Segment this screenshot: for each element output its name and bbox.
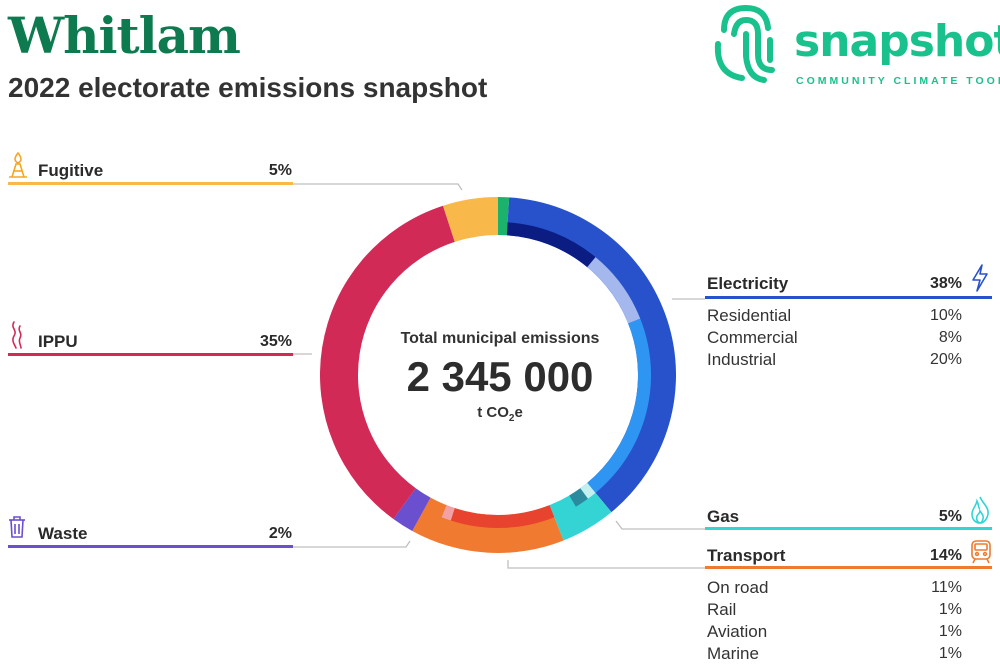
subcategory-label-industrial: Industrial <box>707 350 776 369</box>
donut-subslice-industrial <box>587 318 651 493</box>
category-percent-gas: 5% <box>938 508 962 525</box>
leader-line-transport <box>507 560 705 569</box>
subcategory-label-rail: Rail <box>707 600 737 619</box>
donut-subslice-commercial <box>587 257 641 324</box>
subcategory-percent-commercial: 8% <box>938 329 962 346</box>
category-percent-electricity: 38% <box>929 275 962 292</box>
oil-rig-icon <box>9 152 27 178</box>
donut-slice-waste <box>393 488 431 531</box>
donut-subslice-gas-b <box>569 488 588 507</box>
donut-slice-agriculture <box>498 197 510 236</box>
lightning-bolt-icon <box>972 264 988 292</box>
category-label-waste: Waste <box>38 524 88 543</box>
leader-line-gas <box>615 520 705 530</box>
category-bar-gas <box>705 527 992 530</box>
leader-line-waste <box>292 540 411 548</box>
train-icon <box>971 540 991 564</box>
category-label-gas: Gas <box>707 507 740 526</box>
fingerprint-logo-icon <box>714 4 775 83</box>
category-bar-fugitive <box>8 182 293 185</box>
leader-line-fugitive <box>292 183 463 191</box>
category-percent-waste: 2% <box>268 525 292 542</box>
subcategory-label-aviation: Aviation <box>707 622 768 641</box>
page-subtitle: 2022 electorate emissions snapshot <box>8 72 488 103</box>
logo-tagline: COMMUNITY CLIMATE TOOL <box>796 75 1000 87</box>
emissions-unit: t CO2e <box>477 404 523 424</box>
donut-subslice-rail <box>441 505 455 521</box>
category-label-transport: Transport <box>707 546 786 565</box>
subcategory-percent-residential: 10% <box>929 307 962 324</box>
category-percent-transport: 14% <box>929 547 962 564</box>
category-percent-ippu: 35% <box>259 333 292 350</box>
category-bar-electricity <box>705 296 992 299</box>
trash-bin-icon <box>9 516 25 538</box>
subcategory-percent-industrial: 20% <box>929 351 962 368</box>
category-bar-transport <box>705 566 992 569</box>
donut-slice-fugitive <box>442 197 498 242</box>
subcategory-percent-marine: 1% <box>938 645 962 662</box>
category-label-electricity: Electricity <box>707 274 789 293</box>
center-label: Total municipal emissions <box>400 330 600 347</box>
donut-ring <box>320 197 676 553</box>
flame-icon <box>971 496 989 524</box>
subcategory-label-marine: Marine <box>707 644 759 663</box>
category-percent-fugitive: 5% <box>268 162 292 179</box>
subcategory-label-residential: Residential <box>707 306 792 325</box>
page-title: Whitlam <box>8 6 241 65</box>
subcategory-percent-on-road: 11% <box>931 579 962 596</box>
donut-subslice-gas-a <box>580 482 596 499</box>
industry-fumes-icon <box>12 321 22 349</box>
logo-wordmark: snapshot <box>794 16 1000 67</box>
snapshot-logo[interactable]: snapshot COMMUNITY CLIMATE TOOL <box>712 0 1000 90</box>
subcategory-label-on-road: On road <box>707 578 769 597</box>
total-emissions-value: 2 345 000 <box>406 353 594 400</box>
donut-subslice-on-road <box>450 505 555 529</box>
category-bar-waste <box>8 545 293 548</box>
donut-subslice-residential <box>506 222 596 268</box>
subcategory-percent-aviation: 1% <box>938 623 962 640</box>
subcategory-percent-rail: 1% <box>938 601 962 618</box>
category-label-fugitive: Fugitive <box>38 161 104 180</box>
category-bar-ippu <box>8 353 293 356</box>
category-label-ippu: IPPU <box>38 332 78 351</box>
leader-lines <box>292 183 705 569</box>
subcategory-label-commercial: Commercial <box>707 328 798 347</box>
donut-slice-ippu <box>320 205 455 520</box>
donut-slice-gas <box>549 482 612 541</box>
